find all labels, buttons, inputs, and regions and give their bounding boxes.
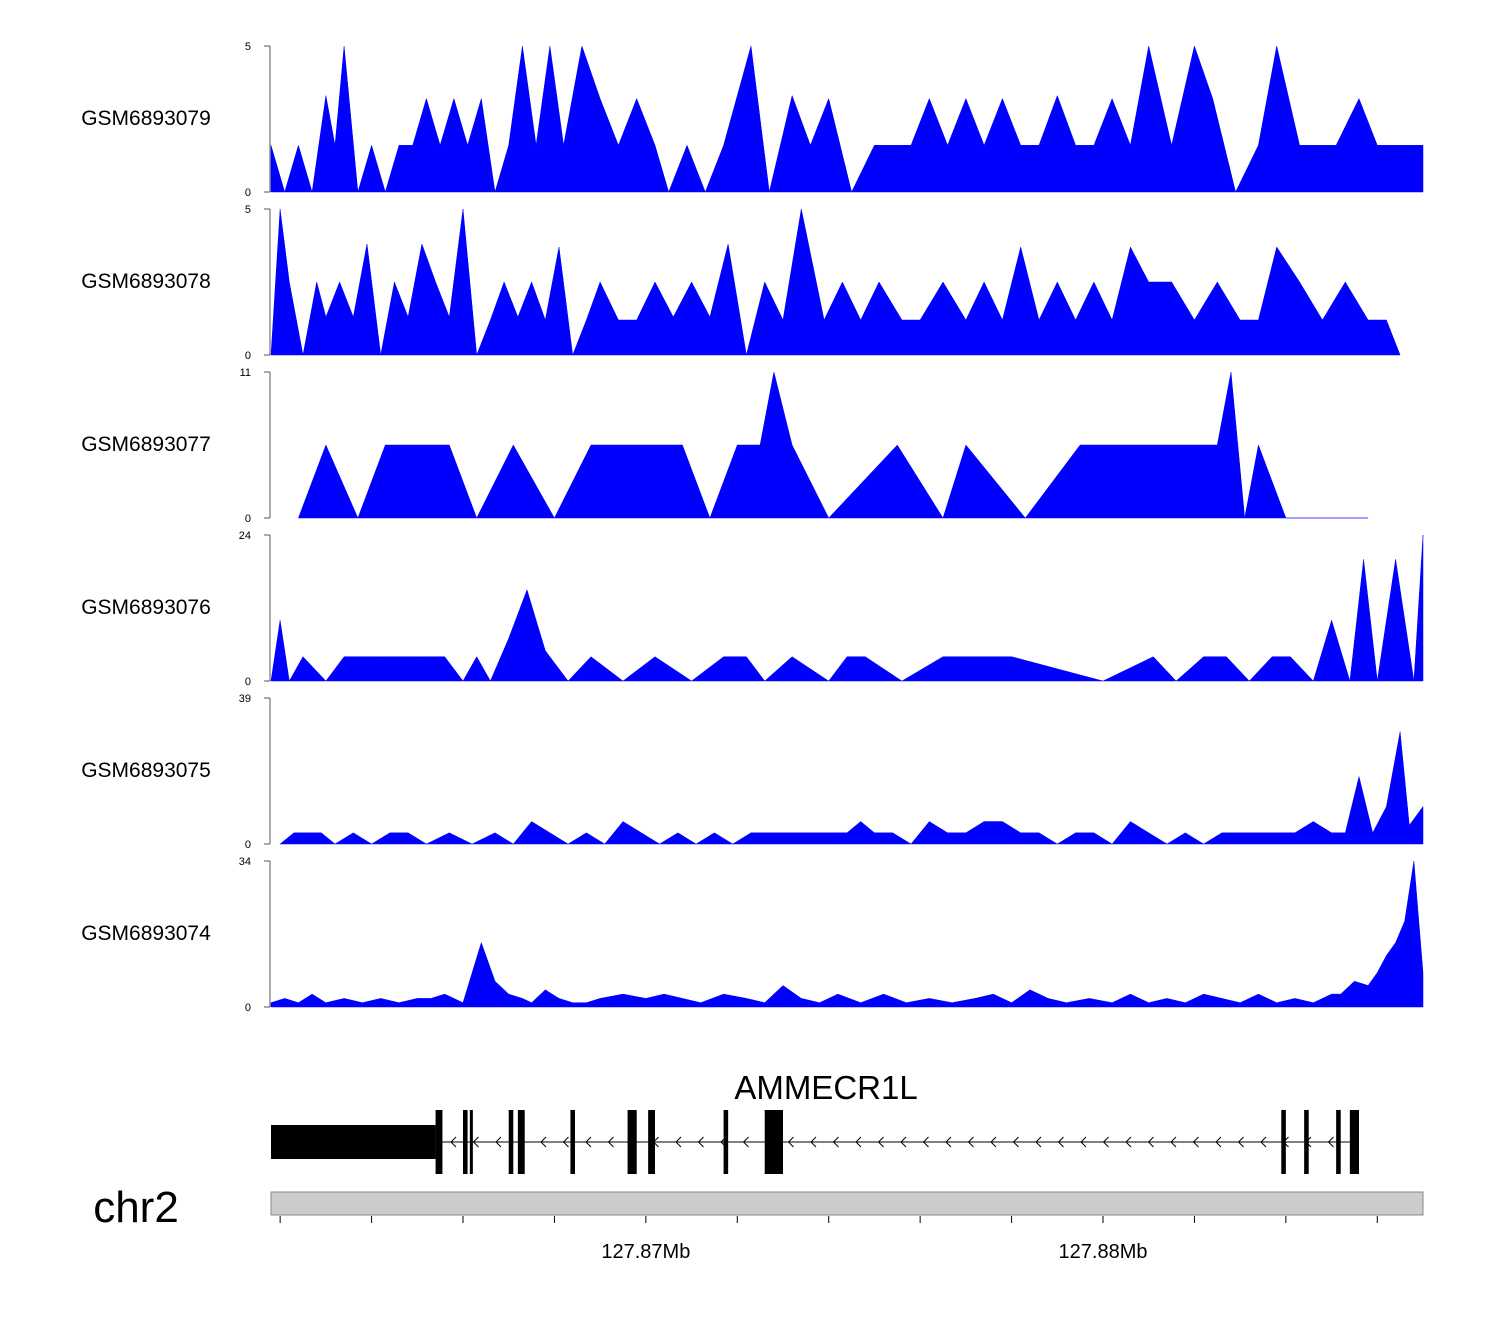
strand-arrow — [1080, 1136, 1087, 1148]
strand-arrow — [562, 1136, 569, 1148]
y-tick-label-min: 0 — [245, 1002, 251, 1014]
gene-exon — [627, 1110, 637, 1174]
strand-arrow — [1327, 1136, 1334, 1148]
y-tick-label-max: 39 — [239, 693, 251, 705]
coverage-area — [298, 371, 1369, 519]
y-tick-label-max: 5 — [245, 204, 251, 216]
strand-arrow — [742, 1136, 749, 1148]
genome-axis: 127.87Mb 127.88Mb — [270, 1191, 1424, 1263]
track-label: GSM6893078 — [81, 270, 211, 293]
strand-arrow — [810, 1136, 817, 1148]
y-tick-label-min: 0 — [245, 839, 251, 851]
gene-exon — [1304, 1110, 1309, 1174]
coverage-area — [270, 534, 1424, 682]
strand-arrow — [1057, 1136, 1064, 1148]
gene-exon — [463, 1110, 468, 1174]
y-tick-label-min: 0 — [245, 513, 251, 525]
coverage-area — [270, 45, 1424, 193]
chromosome-ideogram-bar — [270, 1191, 1424, 1216]
strand-arrow — [1215, 1136, 1222, 1148]
strand-arrow — [855, 1136, 862, 1148]
gene-exon — [271, 1125, 436, 1159]
gene-exon — [1349, 1110, 1359, 1174]
track-label: GSM6893074 — [81, 922, 211, 945]
strand-arrow — [697, 1136, 704, 1148]
y-tick-label-max: 5 — [245, 41, 251, 53]
coverage-track: GSM6893075 39 0 — [81, 693, 1424, 851]
y-tick-label-max: 11 — [240, 367, 251, 379]
track-label: GSM6893077 — [81, 433, 211, 456]
y-tick-label-min: 0 — [245, 187, 251, 199]
strand-arrow — [967, 1136, 974, 1148]
gene-exon — [517, 1110, 525, 1174]
strand-arrow — [1237, 1136, 1244, 1148]
track-label: GSM6893076 — [81, 596, 211, 619]
gene-annotation-track: AMMECR1L — [271, 1069, 1359, 1174]
strand-arrow — [540, 1136, 547, 1148]
coverage-track: GSM6893078 5 0 — [81, 204, 1401, 362]
gene-exon — [570, 1110, 575, 1174]
strand-arrow — [1102, 1136, 1109, 1148]
coverage-area — [270, 860, 1424, 1008]
gene-exon — [435, 1110, 443, 1174]
y-tick-label-max: 24 — [239, 530, 251, 542]
axis-tick-label: 127.87Mb — [601, 1241, 690, 1263]
coverage-track: GSM6893079 5 0 — [81, 41, 1424, 199]
strand-arrow — [1012, 1136, 1019, 1148]
strand-arrow — [607, 1136, 614, 1148]
axis-tick-label: 127.88Mb — [1059, 1241, 1148, 1263]
strand-arrow — [832, 1136, 839, 1148]
strand-arrow — [585, 1136, 592, 1148]
strand-arrow — [1170, 1136, 1177, 1148]
strand-arrow — [472, 1136, 479, 1148]
strand-arrow — [945, 1136, 952, 1148]
gene-exon — [1281, 1110, 1286, 1174]
axis-ticks: 127.87Mb 127.88Mb — [279, 1216, 1378, 1263]
coverage-track: GSM6893076 24 0 — [81, 530, 1424, 688]
gene-exon — [508, 1110, 514, 1174]
strand-arrow — [495, 1136, 502, 1148]
track-label: GSM6893075 — [81, 759, 211, 782]
gene-exon — [648, 1110, 655, 1174]
coverage-area — [270, 208, 1401, 356]
gene-exon — [1336, 1110, 1341, 1174]
coverage-tracks: GSM689307950GSM689307850GSM6893077110GSM… — [81, 41, 1424, 1014]
strand-arrow — [877, 1136, 884, 1148]
strand-arrow — [990, 1136, 997, 1148]
track-label: GSM6893079 — [81, 107, 211, 130]
strand-arrow — [1035, 1136, 1042, 1148]
gene-name-label: AMMECR1L — [734, 1069, 917, 1106]
gene-exon — [469, 1110, 473, 1174]
strand-arrow — [1125, 1136, 1132, 1148]
coverage-area — [279, 731, 1424, 845]
strand-arrow — [1192, 1136, 1199, 1148]
coverage-track: GSM6893077 11 0 — [81, 367, 1369, 525]
strand-arrow — [900, 1136, 907, 1148]
gene-exons — [271, 1110, 1359, 1174]
y-tick-label-min: 0 — [245, 676, 251, 688]
strand-arrow — [675, 1136, 682, 1148]
gene-exon — [723, 1110, 729, 1174]
strand-arrow — [1147, 1136, 1154, 1148]
strand-arrow — [787, 1136, 794, 1148]
coverage-track: GSM6893074 34 0 — [81, 856, 1424, 1014]
y-tick-label-min: 0 — [245, 350, 251, 362]
y-tick-label-max: 34 — [239, 856, 251, 868]
strand-arrow — [1260, 1136, 1267, 1148]
strand-arrow — [922, 1136, 929, 1148]
gene-exon — [764, 1110, 783, 1174]
chromosome-label: chr2 — [93, 1183, 179, 1232]
strand-arrow — [450, 1136, 457, 1148]
